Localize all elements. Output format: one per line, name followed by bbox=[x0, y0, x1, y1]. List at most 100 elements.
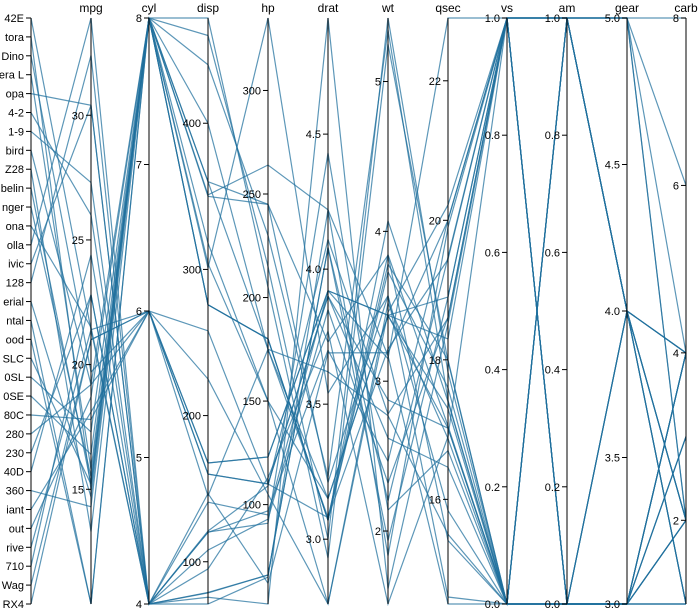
axis-am: am 0.0 0.2 0.4 0.6 0.8 1.0 bbox=[545, 1, 576, 611]
tick-label: 5 bbox=[136, 453, 142, 465]
tick-label: 0.2 bbox=[485, 482, 500, 494]
tick-label: 0.8 bbox=[485, 130, 500, 142]
axis-title: am bbox=[559, 1, 576, 15]
tick-label: 360 bbox=[6, 486, 24, 498]
tick-label: 20 bbox=[72, 360, 84, 372]
tick-label: 300 bbox=[243, 85, 261, 97]
tick-label: 5.0 bbox=[605, 13, 620, 25]
tick-label: 0SL bbox=[4, 372, 24, 384]
data-line bbox=[30, 17, 687, 606]
tick-label: iant bbox=[6, 504, 24, 516]
axis-disp: disp 100 200 300 400 bbox=[183, 1, 219, 604]
tick-label: 18 bbox=[429, 355, 441, 367]
tick-label: 8 bbox=[136, 13, 142, 25]
axis-title: mpg bbox=[79, 1, 102, 15]
tick-label: 4-2 bbox=[8, 108, 24, 120]
axis-title: qsec bbox=[435, 1, 460, 15]
tick-label: 300 bbox=[183, 264, 201, 276]
tick-label: 5 bbox=[375, 77, 381, 89]
axis-title: hp bbox=[261, 1, 275, 15]
tick-label: 3.0 bbox=[605, 599, 620, 611]
axis-drat: drat 3.0 3.5 4.0 4.5 bbox=[306, 1, 339, 604]
tick-label: 3.0 bbox=[306, 534, 321, 546]
tick-label: 280 bbox=[6, 429, 24, 441]
tick-label: 1.0 bbox=[485, 13, 500, 25]
tick-label: RX4 bbox=[3, 599, 24, 611]
tick-label: olla bbox=[7, 240, 25, 252]
tick-label: 4.5 bbox=[605, 160, 620, 172]
tick-label: bird bbox=[6, 145, 24, 157]
tick-label: 0.2 bbox=[545, 482, 560, 494]
tick-label: 128 bbox=[6, 278, 24, 290]
tick-label: nger bbox=[2, 202, 24, 214]
tick-label: 0.0 bbox=[545, 599, 560, 611]
tick-label: 0.6 bbox=[485, 247, 500, 259]
tick-label: tora bbox=[5, 32, 25, 44]
axis-title: drat bbox=[318, 1, 339, 15]
data-line bbox=[30, 17, 686, 605]
axis-title: cyl bbox=[142, 1, 157, 15]
tick-label: 3 bbox=[375, 376, 381, 388]
tick-label: 0.6 bbox=[545, 247, 560, 259]
tick-label: 4 bbox=[375, 226, 381, 238]
tick-label: 40D bbox=[4, 467, 24, 479]
tick-label: 22 bbox=[429, 76, 441, 88]
axis-name: RX4 Wag 710 rive out iant 360 40D 230 280 80C 0SE 0S… bbox=[0, 13, 32, 611]
tick-label: 4.5 bbox=[306, 129, 321, 141]
tick-label: 0.8 bbox=[545, 130, 560, 142]
tick-label: ivic bbox=[8, 259, 24, 271]
data-lines bbox=[30, 16, 687, 607]
tick-label: 6 bbox=[136, 306, 142, 318]
tick-label: 0.4 bbox=[545, 365, 560, 377]
tick-label: 200 bbox=[243, 293, 261, 305]
tick-label: 4.0 bbox=[605, 306, 620, 318]
tick-label: erial bbox=[3, 297, 24, 309]
axis-gear: gear 3.0 3.5 4.0 4.5 5.0 bbox=[605, 1, 639, 611]
tick-label: ood bbox=[6, 334, 24, 346]
tick-label: Z28 bbox=[5, 164, 24, 176]
axis-qsec: qsec 16 18 20 22 bbox=[429, 1, 461, 604]
axis-cyl: cyl 4 5 6 7 8 bbox=[136, 1, 156, 611]
axis-vs: vs 0.0 0.2 0.4 0.6 0.8 1.0 bbox=[485, 1, 513, 611]
tick-label: 2 bbox=[375, 526, 381, 538]
tick-label: 3.5 bbox=[605, 453, 620, 465]
tick-label: 150 bbox=[243, 396, 261, 408]
tick-label: 0.0 bbox=[485, 599, 500, 611]
tick-label: 20 bbox=[429, 215, 441, 227]
axis-wt: wt 2 3 4 5 bbox=[375, 1, 395, 604]
axis-hp: hp 100 150 200 250 300 bbox=[243, 1, 275, 604]
tick-label: 0.4 bbox=[485, 365, 500, 377]
tick-label: 400 bbox=[183, 118, 201, 130]
tick-label: Wag bbox=[2, 580, 24, 592]
tick-label: 1.0 bbox=[545, 13, 560, 25]
tick-label: 100 bbox=[183, 557, 201, 569]
tick-label: 710 bbox=[6, 561, 24, 573]
tick-label: 100 bbox=[243, 500, 261, 512]
axis-carb: carb 2 4 6 8 bbox=[673, 1, 698, 604]
tick-label: 1-9 bbox=[8, 126, 24, 138]
tick-label: rive bbox=[6, 542, 24, 554]
tick-label: 30 bbox=[72, 110, 84, 122]
axis-title: disp bbox=[197, 1, 219, 15]
tick-label: ntal bbox=[6, 315, 24, 327]
tick-label: opa bbox=[6, 89, 25, 101]
tick-label: 42E bbox=[4, 13, 24, 25]
tick-label: out bbox=[9, 523, 24, 535]
data-line bbox=[30, 17, 687, 605]
tick-label: 6 bbox=[673, 180, 679, 192]
tick-label: 250 bbox=[243, 189, 261, 201]
tick-label: 200 bbox=[183, 411, 201, 423]
tick-label: 4 bbox=[136, 599, 142, 611]
axis-title: carb bbox=[674, 1, 698, 15]
tick-label: 4 bbox=[673, 348, 679, 360]
axis-mpg: mpg 15 20 25 30 bbox=[72, 1, 103, 604]
tick-label: 4.0 bbox=[306, 264, 321, 276]
tick-label: 80C bbox=[4, 410, 24, 422]
axis-title: gear bbox=[615, 1, 639, 15]
tick-label: Dino bbox=[1, 51, 24, 63]
tick-label: ona bbox=[6, 221, 25, 233]
tick-label: 230 bbox=[6, 448, 24, 460]
tick-label: 25 bbox=[72, 235, 84, 247]
